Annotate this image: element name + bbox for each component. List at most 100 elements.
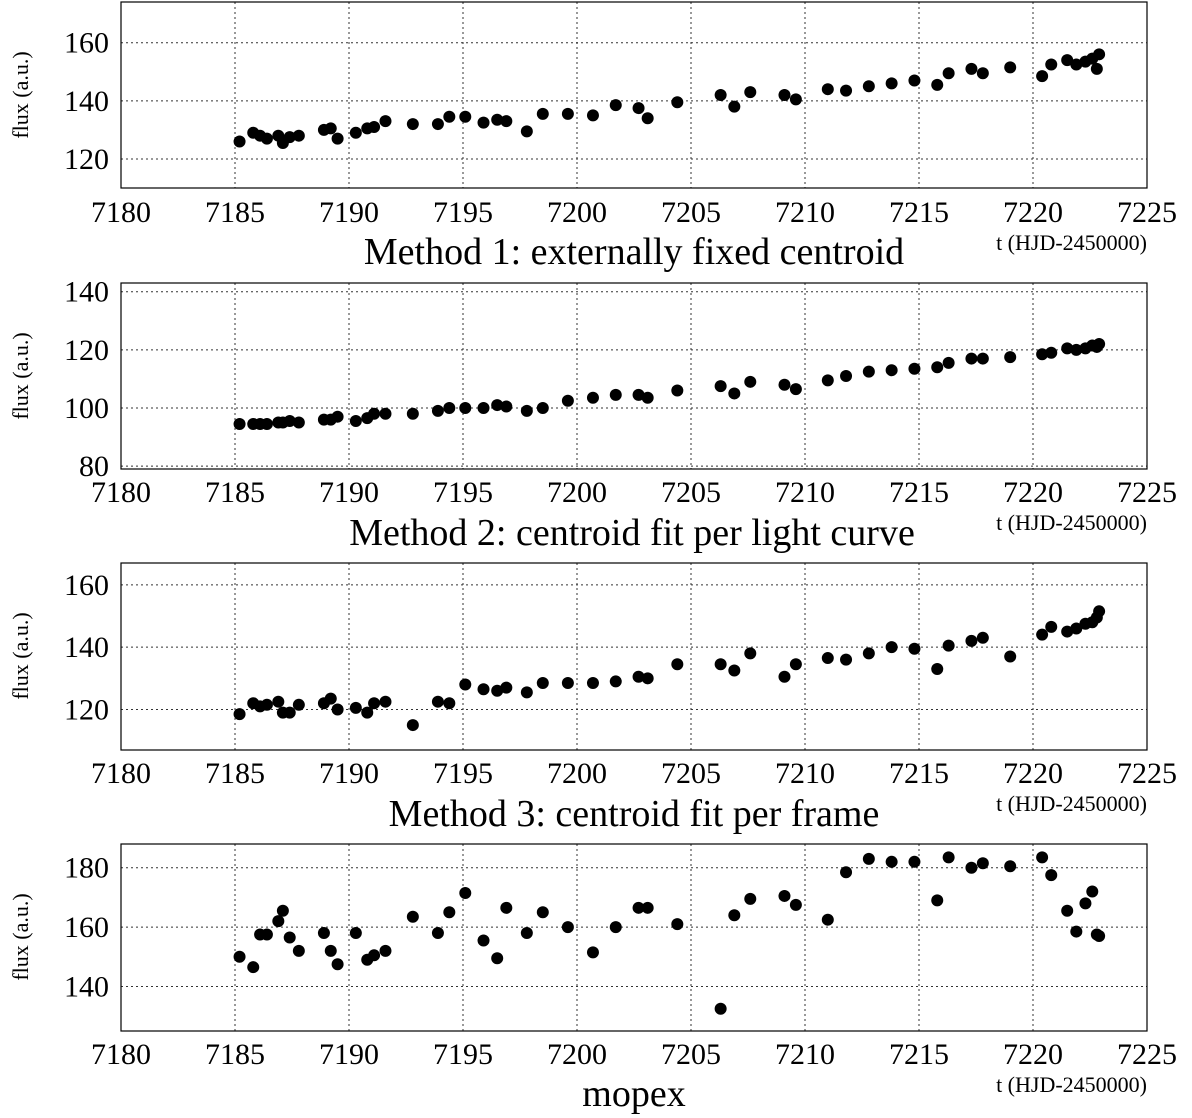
data-point <box>862 647 875 660</box>
data-point <box>491 113 504 126</box>
data-point <box>379 944 392 957</box>
x-tick-label: 7190 <box>319 476 379 509</box>
x-axis-label: t (HJD-2450000) <box>996 510 1147 535</box>
data-point <box>778 670 791 683</box>
tick-labels: 7180 7185 7190 7195 7200 7205 7210 7215 7220 7225… <box>64 852 1177 1071</box>
data-point <box>1036 851 1049 864</box>
data-point <box>671 918 684 931</box>
data-point <box>1070 343 1083 356</box>
data-point <box>520 686 533 699</box>
data-point <box>379 407 392 420</box>
data-point <box>976 352 989 365</box>
data-point <box>609 675 622 688</box>
data-point <box>821 913 834 926</box>
y-axis-label: flux (a.u.) <box>8 51 33 138</box>
data-point <box>885 641 898 654</box>
x-tick-label: 7200 <box>547 757 607 790</box>
data-point <box>260 132 273 145</box>
data-point <box>778 378 791 391</box>
x-tick-label: 7190 <box>319 1038 379 1071</box>
x-tick-label: 7210 <box>775 196 835 229</box>
x-tick-label: 7195 <box>433 1038 493 1071</box>
x-tick-label: 7215 <box>889 196 949 229</box>
data-point <box>840 866 853 879</box>
data-point <box>789 383 802 396</box>
data-point <box>406 118 419 131</box>
data-series <box>233 605 1106 732</box>
x-tick-label: 7180 <box>91 757 151 790</box>
data-point <box>561 107 574 120</box>
data-point <box>331 958 344 971</box>
data-point <box>714 89 727 101</box>
data-point <box>609 99 622 112</box>
panel-mopex: flux (a.u.) mopex t (HJD-2450000) 7180 71… <box>8 843 1177 1115</box>
data-point <box>671 96 684 109</box>
data-point <box>885 364 898 377</box>
data-point <box>1036 70 1049 83</box>
data-point <box>349 701 362 714</box>
data-point <box>379 115 392 128</box>
data-point <box>260 928 273 941</box>
data-point <box>443 697 456 710</box>
data-point <box>821 652 834 665</box>
x-tick-label: 7220 <box>1003 757 1063 790</box>
data-point <box>885 855 898 868</box>
data-point <box>536 107 549 120</box>
data-point <box>821 83 834 96</box>
x-tick-label: 7225 <box>1117 757 1177 790</box>
x-tick-label: 7215 <box>889 757 949 790</box>
data-point <box>477 116 490 129</box>
data-point <box>744 647 757 660</box>
data-point <box>931 361 944 374</box>
data-point <box>500 901 513 914</box>
data-point <box>431 927 444 940</box>
data-point <box>862 80 875 93</box>
data-point <box>520 404 533 417</box>
x-tick-label: 7205 <box>661 757 721 790</box>
data-point <box>500 400 513 413</box>
data-series <box>233 338 1106 430</box>
data-point <box>586 946 599 959</box>
grid-lines <box>121 283 1147 469</box>
panel-method-2: flux (a.u.) Method 2: centroid fit per l… <box>8 276 1177 554</box>
data-point <box>609 388 622 401</box>
data-point <box>368 120 381 133</box>
data-point <box>632 102 645 115</box>
y-axis-label: flux (a.u.) <box>8 612 33 699</box>
data-point <box>361 706 374 719</box>
data-point <box>744 892 757 905</box>
plot-frame <box>120 282 1148 470</box>
data-point <box>641 112 654 125</box>
data-point <box>443 401 456 414</box>
data-series <box>233 48 1106 149</box>
data-point <box>379 695 392 708</box>
data-point <box>260 698 273 711</box>
x-tick-label: 7190 <box>319 757 379 790</box>
data-point <box>443 110 456 123</box>
data-point <box>728 100 741 113</box>
data-point <box>561 676 574 689</box>
data-point <box>536 401 549 414</box>
y-tick-label: 80 <box>79 450 109 483</box>
data-point <box>942 639 955 652</box>
x-axis-label: t (HJD-2450000) <box>996 230 1147 255</box>
x-tick-label: 7205 <box>661 1038 721 1071</box>
data-point <box>272 695 285 708</box>
data-point <box>349 126 362 139</box>
data-point <box>641 901 654 914</box>
data-point <box>233 950 246 963</box>
data-point <box>728 664 741 677</box>
data-point <box>586 676 599 689</box>
grid-lines <box>121 844 1147 1031</box>
y-tick-label: 140 <box>64 631 109 664</box>
data-point <box>368 697 381 710</box>
plot-frame <box>120 1 1148 189</box>
data-point <box>1004 351 1017 364</box>
data-point <box>942 67 955 80</box>
data-point <box>1079 897 1092 910</box>
data-point <box>632 670 645 683</box>
x-axis-label: t (HJD-2450000) <box>996 1072 1147 1097</box>
data-point <box>1004 860 1017 873</box>
tick-labels: 7180 7185 7190 7195 7200 7205 7210 7215 7220 7225… <box>64 27 1177 229</box>
y-tick-label: 160 <box>64 569 109 602</box>
